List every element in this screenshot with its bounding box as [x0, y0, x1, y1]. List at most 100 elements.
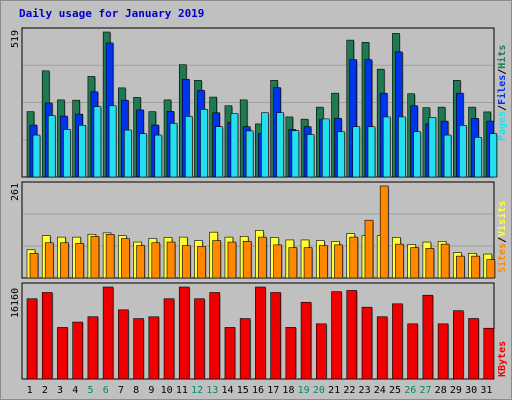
bar-sites-day-20	[318, 245, 328, 279]
bar-pages-day-20	[321, 118, 330, 178]
bar-kbytes-day-2	[41, 292, 53, 380]
bar-kbytes-day-14	[224, 327, 236, 380]
x-tick-day-3: 3	[57, 385, 63, 396]
x-tick-day-20: 20	[313, 385, 325, 396]
bar-pages-day-22	[352, 126, 361, 178]
bar-kbytes-day-8	[133, 318, 144, 380]
bar-sites-day-6	[105, 233, 115, 279]
bar-kbytes-day-15	[239, 318, 251, 380]
legend-kbytes: KBytes	[497, 341, 508, 377]
bar-sites-day-29	[456, 255, 465, 279]
bar-kbytes-day-24	[376, 316, 388, 380]
x-axis-day-labels: 1 2 3 4 5 6 7 8 9 10 11 12 13 14 15 16 17 18 19 20 21 22 23 24 2…	[27, 385, 493, 396]
x-tick-day-28: 28	[435, 385, 447, 396]
x-tick-day-1: 1	[27, 385, 33, 396]
legend-kbytes-text: KBytes	[497, 341, 508, 377]
x-tick-day-2: 2	[42, 385, 48, 396]
bar-kbytes-day-10	[163, 298, 175, 380]
bar-pages-day-15	[245, 130, 254, 178]
bar-pages-day-17	[276, 112, 284, 178]
bar-pages-day-14	[230, 113, 239, 178]
bar-sites-day-13	[212, 240, 222, 279]
bar-kbytes-day-29	[453, 310, 464, 380]
bar-sites-day-24	[379, 185, 389, 279]
bar-sites-day-12	[197, 245, 206, 279]
x-tick-day-22: 22	[343, 385, 355, 396]
ymax-label-visits: 261	[10, 183, 21, 201]
x-tick-day-12: 12	[191, 385, 203, 396]
bar-sites-day-22	[349, 236, 359, 279]
bar-kbytes-day-20	[315, 323, 327, 380]
x-tick-day-29: 29	[450, 385, 462, 396]
bar-kbytes-day-26	[407, 323, 418, 380]
bar-sites-day-5	[90, 236, 100, 279]
legend-visits: Visits	[496, 201, 508, 237]
panel-kbytes: 16160 KBytes	[10, 282, 508, 380]
bar-pages-day-28	[443, 134, 452, 178]
bar-sites-day-7	[121, 238, 130, 279]
legend-pages: Pages	[497, 111, 508, 141]
bar-sites-day-17	[273, 244, 282, 279]
legend-sep-1: /	[497, 105, 508, 111]
bar-pages-day-9	[154, 134, 163, 178]
x-tick-day-14: 14	[222, 385, 234, 396]
bar-sites-day-27	[425, 248, 435, 279]
bar-kbytes-day-31	[483, 327, 495, 380]
bar-pages-day-2	[47, 115, 56, 178]
bar-pages-day-24	[382, 116, 391, 178]
bar-sites-day-11	[181, 245, 191, 279]
bar-kbytes-day-7	[118, 309, 129, 380]
legend-sep-2: /	[497, 69, 508, 75]
x-tick-day-17: 17	[267, 385, 279, 396]
bar-sites-day-21	[334, 244, 343, 279]
bar-kbytes-day-23	[361, 306, 373, 380]
x-tick-day-30: 30	[465, 385, 477, 396]
x-tick-day-7: 7	[118, 385, 124, 396]
x-tick-day-15: 15	[237, 385, 249, 396]
bar-pages-day-18	[291, 130, 300, 178]
bar-sites-day-15	[242, 241, 252, 279]
bar-kbytes-day-3	[57, 327, 68, 380]
x-tick-day-25: 25	[389, 385, 401, 396]
x-tick-day-5: 5	[88, 385, 94, 396]
bar-sites-day-30	[471, 255, 480, 279]
x-tick-day-18: 18	[282, 385, 294, 396]
bar-sites-day-9	[151, 242, 161, 279]
x-tick-day-19: 19	[298, 385, 310, 396]
bar-kbytes-day-16	[255, 286, 266, 380]
x-tick-day-8: 8	[133, 385, 139, 396]
bar-pages-day-6	[108, 105, 117, 178]
x-tick-day-10: 10	[161, 385, 173, 396]
x-tick-day-13: 13	[206, 385, 218, 396]
legend-files: Files	[496, 75, 508, 105]
bar-sites-day-8	[136, 245, 145, 279]
bar-kbytes-day-27	[422, 294, 434, 380]
bar-pages-day-3	[63, 129, 71, 178]
bar-sites-day-2	[44, 242, 54, 279]
bar-kbytes-day-28	[437, 323, 449, 380]
bar-sites-day-10	[166, 241, 176, 279]
x-tick-day-21: 21	[328, 385, 340, 396]
legend-sites: Sites	[496, 243, 508, 273]
bar-pages-day-25	[398, 116, 406, 178]
bar-kbytes-day-25	[392, 303, 403, 380]
legend-sites-visits: Sites/Visits	[496, 201, 508, 273]
bar-pages-day-23	[367, 126, 376, 178]
x-tick-day-31: 31	[480, 385, 492, 396]
legend-sep-3: /	[497, 237, 508, 243]
bar-pages-day-21	[337, 131, 345, 178]
bar-sites-day-25	[395, 243, 404, 279]
bar-sites-day-23	[364, 219, 374, 279]
legend-hits: Hits	[496, 45, 508, 69]
bar-pages-day-30	[474, 137, 482, 178]
x-tick-day-26: 26	[404, 385, 416, 396]
ymax-label-hits: 519	[10, 30, 21, 48]
bar-kbytes-day-12	[194, 298, 205, 380]
bar-pages-day-7	[124, 129, 132, 178]
bar-sites-day-16	[258, 236, 267, 279]
bar-kbytes-day-1	[26, 298, 38, 380]
x-tick-day-4: 4	[72, 385, 78, 396]
bar-kbytes-day-6	[102, 286, 114, 380]
bar-pages-day-27	[428, 117, 437, 178]
